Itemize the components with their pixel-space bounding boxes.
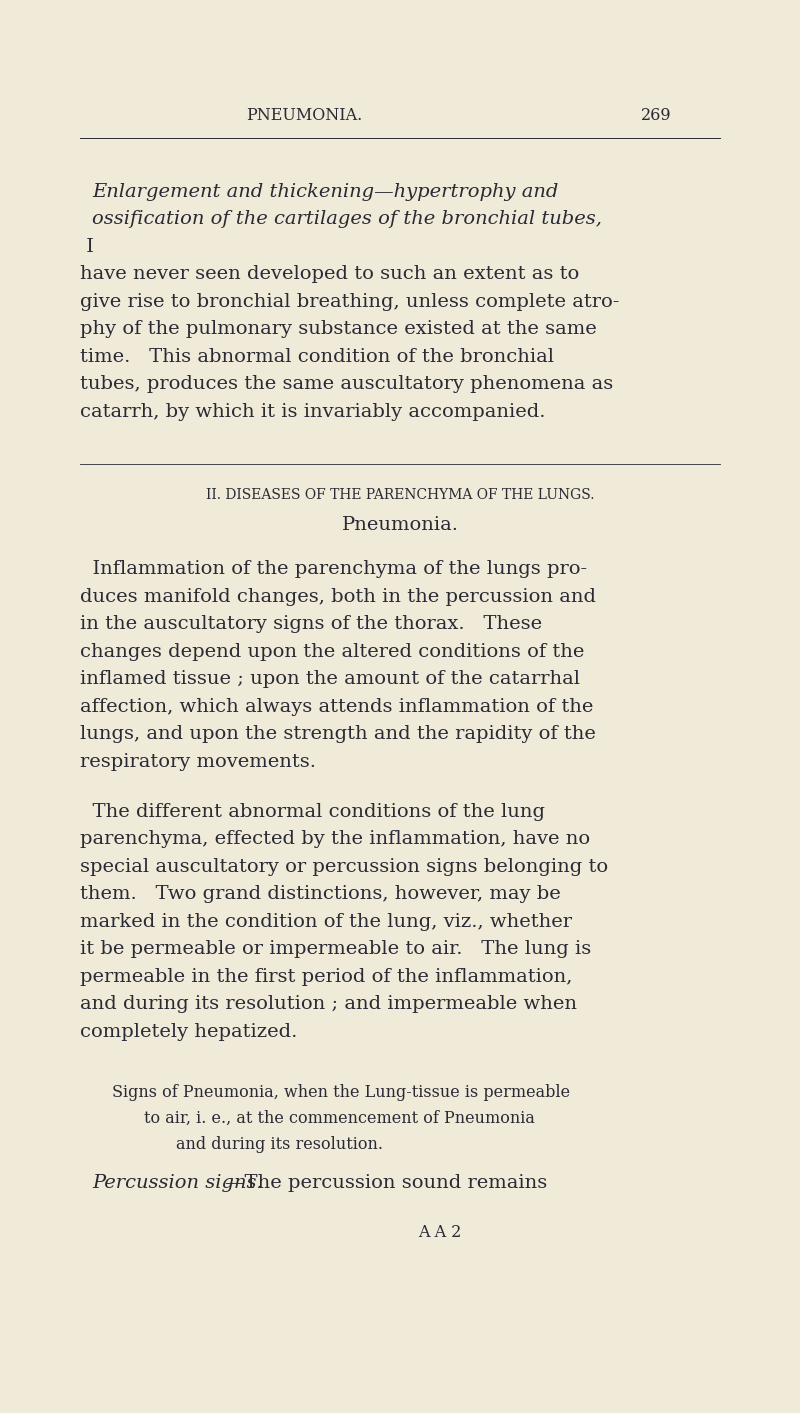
Text: changes depend upon the altered conditions of the: changes depend upon the altered conditio… xyxy=(80,643,584,661)
Text: them.   Two grand distinctions, however, may be: them. Two grand distinctions, however, m… xyxy=(80,885,561,903)
Text: Signs of Pneumonia, when the Lung-tissue is permeable: Signs of Pneumonia, when the Lung-tissue… xyxy=(112,1084,570,1101)
Text: II. DISEASES OF THE PARENCHYMA OF THE LUNGS.: II. DISEASES OF THE PARENCHYMA OF THE LU… xyxy=(206,489,594,503)
Text: it be permeable or impermeable to air.   The lung is: it be permeable or impermeable to air. T… xyxy=(80,940,591,958)
Text: A A 2: A A 2 xyxy=(418,1224,462,1241)
Text: marked in the condition of the lung, viz., whether: marked in the condition of the lung, viz… xyxy=(80,913,572,931)
Text: permeable in the first period of the inflammation,: permeable in the first period of the inf… xyxy=(80,968,572,986)
Text: give rise to bronchial breathing, unless complete atro-: give rise to bronchial breathing, unless… xyxy=(80,292,619,311)
Text: respiratory movements.: respiratory movements. xyxy=(80,753,316,771)
Text: to air, i. e., at the commencement of Pneumonia: to air, i. e., at the commencement of Pn… xyxy=(144,1109,535,1126)
Text: catarrh, by which it is invariably accompanied.: catarrh, by which it is invariably accom… xyxy=(80,403,546,421)
Text: Inflammation of the parenchyma of the lungs pro-: Inflammation of the parenchyma of the lu… xyxy=(80,560,587,578)
Text: tubes, produces the same auscultatory phenomena as: tubes, produces the same auscultatory ph… xyxy=(80,376,614,393)
Text: duces manifold changes, both in the percussion and: duces manifold changes, both in the perc… xyxy=(80,588,596,606)
Text: time.   This abnormal condition of the bronchial: time. This abnormal condition of the bro… xyxy=(80,348,554,366)
Text: affection, which always attends inflammation of the: affection, which always attends inflamma… xyxy=(80,698,594,716)
Text: phy of the pulmonary substance existed at the same: phy of the pulmonary substance existed a… xyxy=(80,321,597,338)
Text: Pneumonia.: Pneumonia. xyxy=(342,516,458,534)
Text: I: I xyxy=(80,237,94,256)
Text: and during its resolution.: and during its resolution. xyxy=(176,1136,383,1153)
Text: in the auscultatory signs of the thorax.   These: in the auscultatory signs of the thorax.… xyxy=(80,615,542,633)
Text: lungs, and upon the strength and the rapidity of the: lungs, and upon the strength and the rap… xyxy=(80,725,596,743)
Text: The different abnormal conditions of the lung: The different abnormal conditions of the… xyxy=(80,803,545,821)
Text: PNEUMONIA.: PNEUMONIA. xyxy=(246,107,362,124)
Text: Enlargement and thickening—hypertrophy and: Enlargement and thickening—hypertrophy a… xyxy=(92,182,558,201)
Text: —The percussion sound remains: —The percussion sound remains xyxy=(226,1174,547,1193)
Text: ossification of the cartilages of the bronchial tubes,: ossification of the cartilages of the br… xyxy=(92,211,602,227)
Text: special auscultatory or percussion signs belonging to: special auscultatory or percussion signs… xyxy=(80,858,608,876)
Text: and during its resolution ; and impermeable when: and during its resolution ; and impermea… xyxy=(80,995,577,1013)
Text: Percussion signs.: Percussion signs. xyxy=(92,1174,262,1193)
Text: have never seen developed to such an extent as to: have never seen developed to such an ext… xyxy=(80,266,579,283)
Text: completely hepatized.: completely hepatized. xyxy=(80,1023,298,1041)
Text: 269: 269 xyxy=(641,107,671,124)
Text: inflamed tissue ; upon the amount of the catarrhal: inflamed tissue ; upon the amount of the… xyxy=(80,670,580,688)
Text: parenchyma, effected by the inflammation, have no: parenchyma, effected by the inflammation… xyxy=(80,829,590,848)
